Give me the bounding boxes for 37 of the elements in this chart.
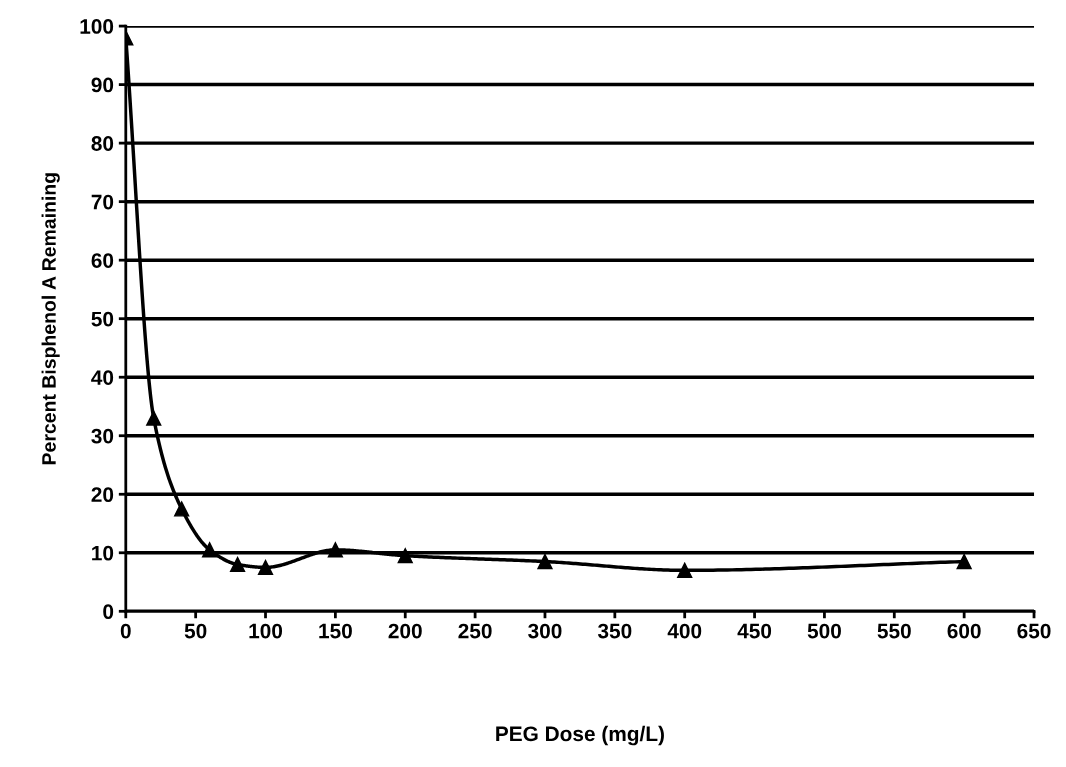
x-tick-label: 450	[737, 623, 772, 639]
y-tick-label: 40	[91, 370, 114, 385]
point	[201, 542, 218, 558]
x-tick-label: 400	[667, 623, 702, 639]
point	[229, 556, 246, 573]
x-tick-label: 100	[249, 623, 283, 639]
x-tick-label: 600	[947, 623, 981, 639]
x-tick-label: 550	[877, 623, 911, 639]
y-tick-label: 90	[91, 77, 114, 93]
x-tick-label: 150	[319, 623, 352, 639]
x-tick-label: 350	[597, 623, 632, 639]
y-tick-label: 30	[91, 428, 114, 444]
y-tick-label: 20	[91, 487, 114, 503]
x-tick-label: 650	[1017, 623, 1051, 639]
point	[677, 562, 693, 578]
point	[397, 548, 413, 564]
x-tick-label: 250	[458, 623, 492, 639]
y-tick-label: 80	[91, 136, 114, 151]
point	[257, 559, 274, 576]
x-tick-label: 200	[388, 623, 422, 639]
point	[327, 542, 344, 558]
x-tick-label: 500	[807, 623, 841, 639]
y-axis-title: Percent Bisphenol A Remaining	[41, 173, 60, 465]
x-axis-title: PEG Dose (mg/L)	[496, 725, 664, 746]
point	[146, 410, 162, 426]
point	[537, 553, 553, 570]
x-tick-label: 300	[528, 623, 562, 639]
y-tick-label: 70	[91, 194, 114, 210]
x-tick-label: 0	[120, 623, 131, 639]
y-tick-label: 100	[80, 19, 114, 34]
point	[956, 553, 972, 570]
y-tick-label: 10	[92, 545, 114, 561]
x-tick-label: 50	[184, 623, 207, 639]
y-tick-label: 60	[91, 253, 114, 268]
y-tick-label: 50	[91, 311, 114, 327]
point	[174, 501, 190, 517]
y-tick-label: 0	[103, 604, 114, 620]
